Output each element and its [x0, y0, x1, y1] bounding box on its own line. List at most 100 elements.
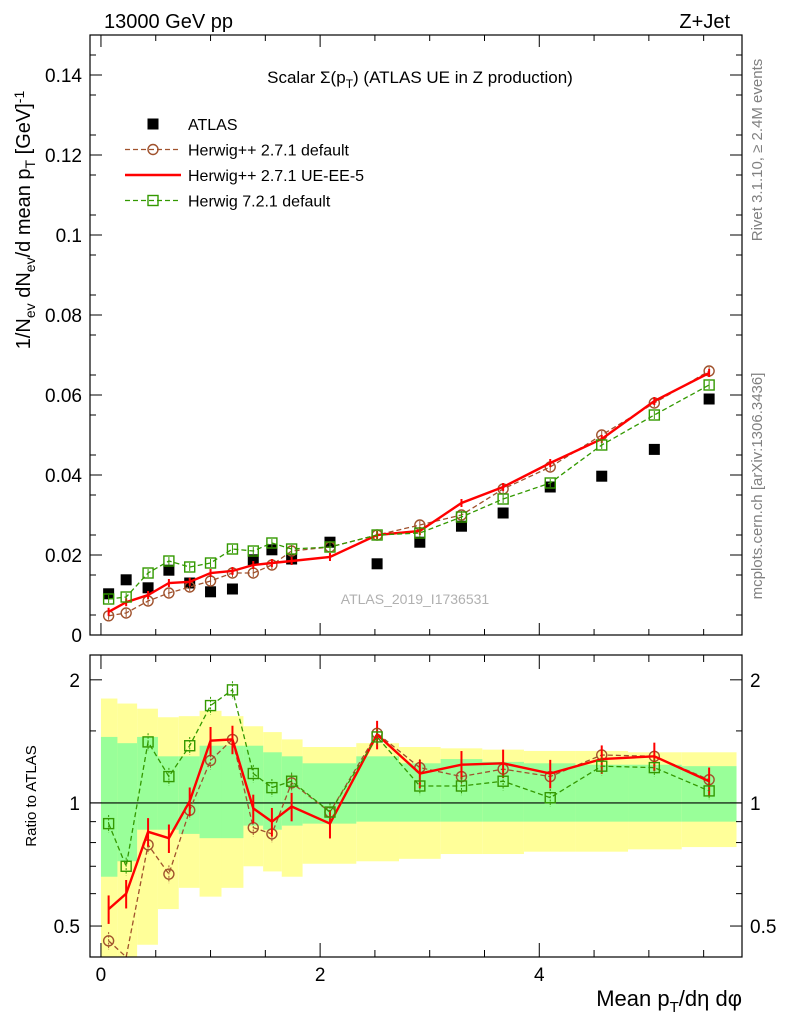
mc-point: [147, 143, 159, 156]
main-plot-title: Scalar Σ(pT) (ATLAS UE in Z production): [267, 68, 573, 91]
uncertainty-band-inner: [137, 736, 158, 830]
header-left-title: 13000 GeV pp: [104, 11, 233, 33]
ratio-y-tick-label: 2: [750, 671, 761, 692]
legend: ATLAS Herwig++ 2.7.1 default Herwig++ 2.7.…: [125, 117, 364, 211]
ratio-plot-panel: 0.5 0.5 1 1 2 2 0 2 4 Ratio to ATLAS Mean pT/dη …: [23, 654, 776, 1016]
mc-point: [596, 439, 608, 451]
series-line: [108, 384, 710, 600]
mc-point: [102, 593, 115, 605]
y-tick-label: 0.02: [45, 546, 82, 567]
x-tick-label: 4: [534, 965, 545, 986]
uncertainty-band-inner: [117, 743, 138, 862]
legend-label: ATLAS: [188, 117, 238, 134]
ratio-y-tick-label: 0.5: [750, 917, 776, 938]
mc-point: [497, 775, 509, 787]
mc-point: [247, 767, 259, 780]
legend-label: Herwig 7.2.1 default: [188, 194, 331, 211]
ratio-series-herwig-7-2-1-default: [102, 681, 715, 876]
mc-point: [455, 780, 468, 792]
mcplots-label: mcplots.cern.ch [arXiv:1306.3436]: [749, 373, 766, 600]
mc-point: [147, 194, 159, 207]
mc-point: [544, 791, 556, 804]
data-point: [455, 520, 467, 532]
data-point: [266, 544, 278, 556]
series-line: [108, 371, 710, 613]
mc-point: [120, 591, 132, 603]
mc-point: [204, 699, 217, 712]
mc-point: [414, 780, 426, 792]
mc-point: [455, 511, 468, 523]
mc-point: [120, 860, 132, 872]
data-point: [142, 582, 154, 594]
ratio-y-tick-label: 0.5: [54, 917, 80, 938]
mc-point: [142, 736, 154, 748]
mc-point: [497, 493, 509, 505]
mc-point: [371, 731, 383, 743]
legend-label: Herwig++ 2.7.1 UE-EE-5: [188, 168, 364, 185]
legend-label: Herwig++ 2.7.1 default: [188, 143, 350, 160]
uncertainty-band-inner: [100, 736, 118, 877]
ratio-y-tick-label: 1: [69, 794, 80, 815]
data-point: [120, 574, 132, 586]
mc-point: [226, 543, 239, 555]
data-point: [703, 393, 715, 405]
uncertainty-band-inner: [356, 756, 400, 822]
y-tick-label: 0.12: [45, 146, 82, 167]
y-tick-label: 0.08: [45, 306, 82, 327]
mc-point: [703, 785, 715, 797]
x-tick-label: 0: [96, 965, 107, 986]
data-point: [163, 564, 175, 576]
mc-point: [703, 379, 715, 391]
mc-point: [184, 561, 196, 573]
mc-point: [324, 806, 336, 818]
ratio-series-herwig-2-7-1-ue-ee-5: [107, 720, 711, 924]
ratio-plot-frame: [89, 654, 743, 958]
rivet-version-label: Rivet 3.1.10, ≥ 2.4M events: [749, 59, 766, 242]
mc-point: [544, 477, 556, 489]
data-point: [414, 536, 426, 548]
y-tick-label: 0.04: [45, 466, 82, 487]
ratio-y-tick-label: 2: [69, 671, 80, 692]
uncertainty-band-inner: [221, 745, 244, 839]
data-point: [247, 554, 259, 566]
main-y-axis-label: 1/Nev dNev/d mean pT [GeV]-1: [11, 91, 38, 350]
analysis-watermark: ATLAS_2019_I1736531: [341, 591, 490, 607]
mc-point: [648, 761, 661, 774]
ratio-y-axis-label: Ratio to ATLAS: [23, 745, 40, 846]
mc-point: [596, 760, 608, 772]
ratio-y-tick-label: 1: [750, 794, 761, 815]
mc-point: [247, 545, 259, 557]
mc-point: [226, 684, 239, 696]
mc-point: [285, 775, 298, 787]
mc-point: [163, 555, 175, 567]
mc-point: [204, 754, 217, 767]
mc-point: [414, 527, 426, 539]
x-tick-label: 2: [315, 965, 326, 986]
data-point: [205, 586, 217, 598]
series-herwig-7-2-1-default: [102, 379, 715, 605]
mc-point: [204, 557, 217, 569]
mc-point: [648, 409, 661, 421]
uncertainty-band-inner: [628, 764, 682, 822]
mc-point: [163, 868, 175, 880]
mc-point: [102, 817, 115, 830]
mc-point: [285, 543, 298, 555]
data-point: [147, 118, 159, 130]
y-tick-label: 0.1: [56, 226, 82, 247]
y-tick-label: 0: [71, 626, 82, 647]
mc-point: [102, 935, 115, 947]
mc-point: [266, 781, 278, 794]
header-right-title: Z+Jet: [679, 11, 730, 33]
data-point: [371, 558, 383, 570]
mc-point: [163, 587, 175, 599]
mc-point: [163, 770, 175, 783]
data-point: [226, 583, 238, 595]
uncertainty-band-inner: [263, 752, 282, 830]
x-axis-label: Mean pT/dη dφ: [596, 986, 742, 1016]
uncertainty-band-inner: [199, 745, 222, 839]
mc-point: [266, 537, 278, 549]
mc-point: [142, 567, 154, 579]
data-point: [648, 443, 660, 455]
series-herwig-2-7-1-ue-ee-5: [107, 369, 711, 616]
